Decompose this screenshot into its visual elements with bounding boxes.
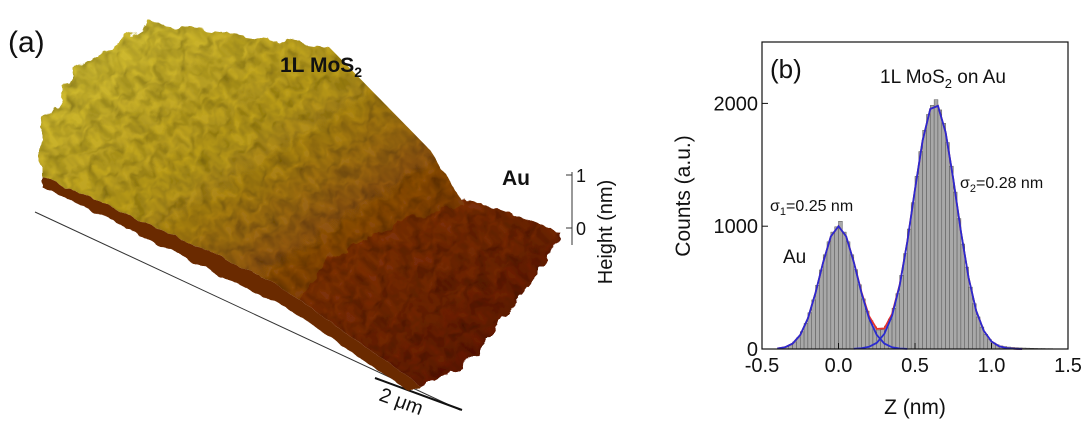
bar [926,114,930,349]
bar [961,244,965,349]
bar [930,105,934,349]
bar [831,232,835,349]
x-axis-title: Z (nm) [884,396,946,419]
annotation-rest: =0.28 nm [976,175,1043,192]
bar [896,294,900,349]
scale-bar-label: 2 μm [376,384,426,420]
title-text: 1L MoS [880,67,945,88]
bar [915,176,919,349]
bar [823,255,827,349]
bar [827,242,831,349]
annotation: σ2=0.28 nm [960,175,1043,195]
bar [965,267,969,349]
bar [934,100,938,349]
height-tick-label: 1 [576,166,586,186]
bar [904,254,908,349]
panel-b: (b) 1L MoS2 on Au σ1=0.25 nm σ2=0.28 nm … [672,42,1082,419]
annotation: σ1=0.25 nm [770,198,853,218]
mos2-label: 1L MoS2 [280,54,362,80]
height-tick-label: 0 [576,219,586,239]
annotation: Au [783,247,806,268]
bar [953,192,957,349]
bar [946,143,950,349]
chart-title: 1L MoS2 on Au [880,67,1006,91]
au-label: Au [502,167,530,190]
bar [942,123,946,349]
bar [949,166,953,349]
bar [907,229,911,349]
title-sub: 2 [945,76,952,91]
bar [812,300,816,349]
bar [850,255,854,349]
figure: (a) 1L MoS2 Au 1 0 Height (nm) 2 μm (b) … [0,0,1091,425]
bar [839,221,843,349]
y-tick-label: 2000 [714,93,759,115]
mos2-sub: 2 [354,64,362,80]
panel-label: (b) [770,54,802,84]
bar [858,285,862,349]
mos2-text: 1L MoS [280,54,354,77]
panel-label: (a) [8,26,45,59]
bar [969,287,973,349]
bar [957,219,961,349]
bar [854,270,858,349]
bar [938,110,942,349]
x-tick-label: 0.0 [825,355,853,377]
y-axis-title: Counts (a.u.) [672,135,695,256]
bar [923,130,927,349]
x-tick-label: -0.5 [745,355,779,377]
x-tick-label: 1.0 [978,355,1006,377]
bar [846,242,850,349]
panel-a: (a) 1L MoS2 Au 1 0 Height (nm) 2 μm [8,22,617,420]
x-tick-label: 1.5 [1054,355,1082,377]
afm-surface [40,22,560,392]
bar [911,203,915,349]
bar [816,285,820,349]
annotation-rest: =0.25 nm [786,198,853,215]
height-axis-title: Height (nm) [595,180,617,284]
title-rest: on Au [952,67,1006,88]
annotation-text: σ [960,175,970,192]
bar [819,270,823,349]
bar [842,232,846,349]
annotation-text: σ [770,198,780,215]
bar [919,152,923,349]
x-tick-label: 0.5 [901,355,929,377]
y-tick-label: 1000 [714,216,759,238]
bar [835,227,839,349]
